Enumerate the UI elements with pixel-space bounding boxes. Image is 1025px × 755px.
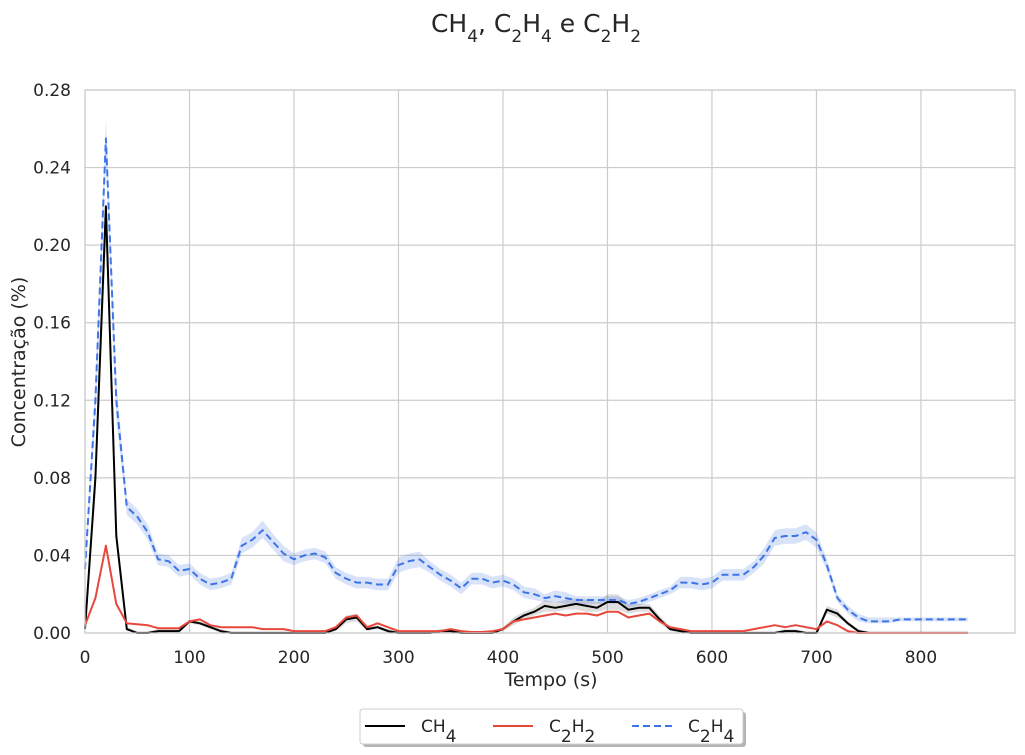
x-tick-label: 300 — [382, 648, 414, 668]
y-tick-label: 0.04 — [33, 546, 71, 566]
x-tick-label: 200 — [278, 648, 310, 668]
series-2-line — [84, 137, 968, 623]
x-tick-label: 0 — [80, 648, 91, 668]
series-0-line — [84, 205, 968, 634]
y-tick-label: 0.12 — [33, 391, 71, 411]
y-tick-labels: 0.00 0.04 0.08 0.12 0.16 0.20 0.24 0.28 — [33, 81, 71, 644]
x-tick-labels: 0 100 200 300 400 500 600 700 800 — [80, 648, 938, 668]
x-tick-label: 600 — [696, 648, 728, 668]
y-tick-label: 0.00 — [33, 624, 71, 644]
y-tick-label: 0.16 — [33, 314, 71, 334]
legend-label-0: CH4 — [421, 717, 456, 747]
x-tick-label: 400 — [487, 648, 519, 668]
legend-box — [359, 708, 744, 745]
y-axis-label: Concentração (%) — [8, 277, 30, 448]
chart-title: CH4, C2H4 e C2H2 — [431, 9, 641, 47]
plot-frame — [84, 89, 1016, 634]
y-tick-label: 0.20 — [33, 236, 71, 256]
legend-label-1: C2H2 — [549, 717, 595, 747]
x-tick-label: 500 — [591, 648, 623, 668]
x-axis-label: Tempo (s) — [503, 669, 597, 691]
x-tick-label: 800 — [905, 648, 937, 668]
y-tick-label: 0.24 — [33, 159, 71, 179]
series-lines — [84, 137, 968, 634]
x-tick-label: 700 — [800, 648, 832, 668]
series-2-band — [85, 119, 968, 624]
legend-items: CH4 C2H2 C2H4 — [365, 717, 734, 747]
series-0-band — [85, 196, 968, 633]
x-tick-label: 100 — [173, 648, 205, 668]
legend-label-2: C2H4 — [688, 717, 734, 747]
series-1-line — [84, 544, 968, 634]
legend: CH4 C2H2 C2H4 — [359, 708, 746, 747]
y-tick-label: 0.08 — [33, 469, 71, 489]
grid — [84, 89, 1015, 634]
y-tick-label: 0.28 — [33, 81, 71, 101]
